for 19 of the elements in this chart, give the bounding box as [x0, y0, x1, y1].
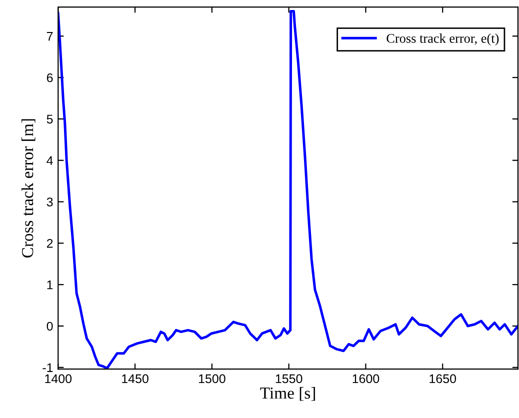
x-tick-label: 1550: [276, 374, 302, 384]
x-tick-label: 1500: [198, 374, 226, 384]
x-tick-label: 1650: [430, 374, 456, 384]
y-tick-label: 3: [46, 198, 53, 206]
y-tick-label: 4: [46, 156, 53, 165]
y-tick-label: 2: [46, 238, 53, 248]
x-tick-label: 1400: [45, 374, 72, 384]
line-series: [58, 10, 518, 370]
y-tick-label: 6: [46, 73, 53, 82]
y-tick-label: 0: [46, 322, 53, 331]
y-tick-label: 7: [46, 32, 53, 41]
y-tick-label: 5: [46, 114, 53, 124]
x-tick-label: 1600: [352, 374, 380, 384]
y-tick-label: 1: [47, 280, 53, 290]
y-axis-title: Cross track error [m]: [21, 119, 36, 258]
x-axis-title: Time [s]: [260, 386, 315, 401]
y-tick-label: -1: [42, 363, 53, 372]
x-tick-label: 1450: [122, 374, 148, 384]
legend-label: Cross track error, e(t): [386, 34, 499, 46]
